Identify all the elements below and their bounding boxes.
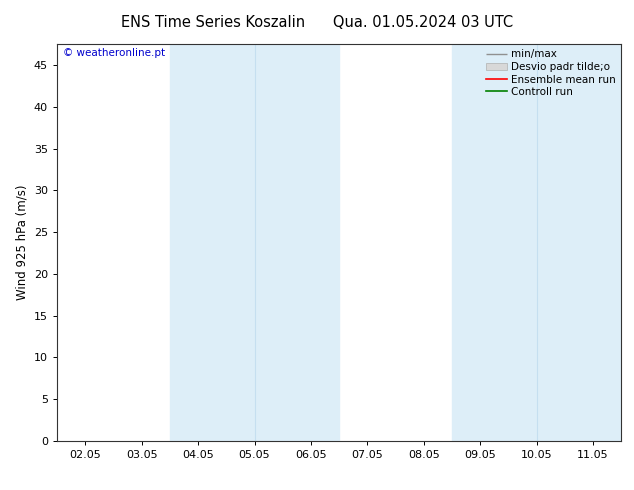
Legend: min/max, Desvio padr tilde;o, Ensemble mean run, Controll run: min/max, Desvio padr tilde;o, Ensemble m… bbox=[483, 46, 619, 100]
Bar bbox=[452, 44, 621, 441]
Text: © weatheronline.pt: © weatheronline.pt bbox=[63, 48, 165, 58]
Bar bbox=[170, 44, 339, 441]
Y-axis label: Wind 925 hPa (m/s): Wind 925 hPa (m/s) bbox=[15, 185, 29, 300]
Text: ENS Time Series Koszalin      Qua. 01.05.2024 03 UTC: ENS Time Series Koszalin Qua. 01.05.2024… bbox=[121, 15, 513, 30]
